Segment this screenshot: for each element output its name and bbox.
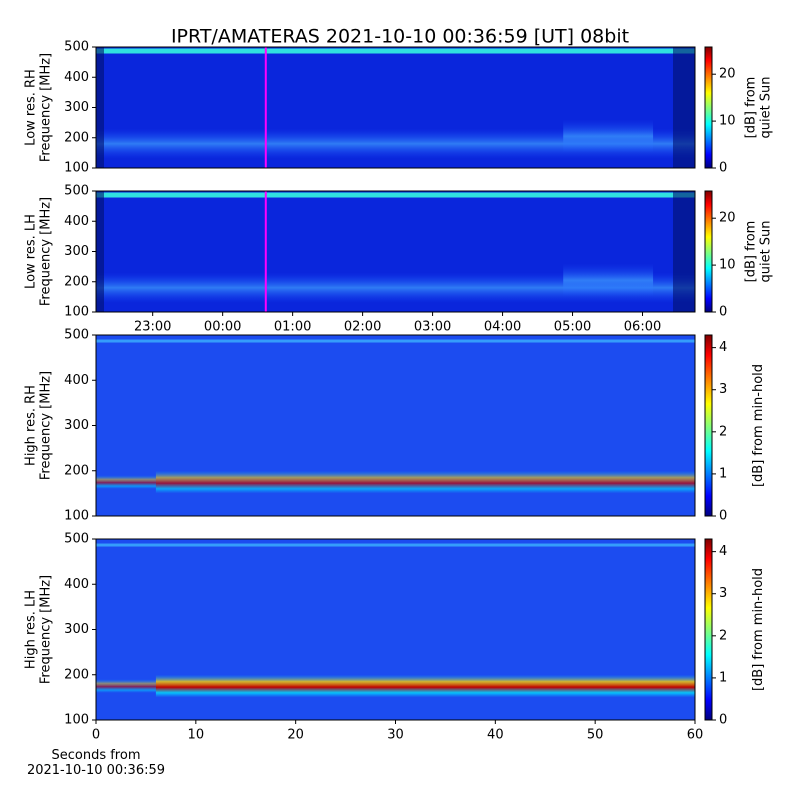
- spectrogram-burst: [563, 119, 654, 153]
- label-line: [dB] from min-hold: [751, 568, 766, 691]
- spectrogram-edge: [673, 47, 695, 168]
- colorbar-tick-label: 0: [719, 305, 727, 320]
- x-tick-label: 01:00: [274, 320, 311, 335]
- label-line: Low res. RH: [23, 69, 38, 146]
- label-line: quiet Sun: [758, 76, 773, 138]
- y-tick-label: 300: [64, 622, 89, 637]
- y-tick-label: 100: [64, 161, 89, 176]
- colorbar-tick-label: 1: [719, 466, 727, 481]
- spectrogram-band: [96, 679, 156, 693]
- y-tick-label: 500: [64, 40, 89, 55]
- axis-label: [dB] from min-hold: [751, 364, 766, 487]
- axis-label: [dB] fromquiet Sun: [743, 76, 773, 138]
- axis-label: [dB] fromquiet Sun: [743, 220, 773, 282]
- y-tick-label: 400: [64, 214, 89, 229]
- axis-label: Low res. LHFrequency [MHz]: [23, 197, 53, 306]
- x-tick-label: 23:00: [134, 320, 171, 335]
- x-tick-label: 60: [687, 728, 704, 743]
- colorbar-tick-label: 10: [719, 258, 736, 273]
- x-tick-label: 40: [487, 728, 504, 743]
- colorbar-tick-label: 4: [719, 544, 727, 559]
- label-line: Frequency [MHz]: [38, 371, 53, 480]
- label-line: Frequency [MHz]: [38, 53, 53, 162]
- y-tick-label: 500: [64, 184, 89, 199]
- colorbar: [704, 538, 713, 721]
- colorbar: [704, 46, 713, 169]
- y-tick-label: 100: [64, 713, 89, 728]
- colorbar: [704, 190, 713, 313]
- spectrogram-band: [96, 475, 156, 489]
- spectrogram-band: [96, 192, 695, 198]
- spectrogram-edge: [96, 191, 104, 312]
- colorbar-tick-label: 1: [719, 670, 727, 685]
- label-line: High res. LH: [23, 590, 38, 669]
- x-tick-label: 00:00: [204, 320, 241, 335]
- x-tick-label: 30: [387, 728, 404, 743]
- spectrogram-band: [96, 339, 695, 343]
- x-tick-label: 20: [287, 728, 304, 743]
- axis-label: Low res. RHFrequency [MHz]: [23, 53, 53, 162]
- y-tick-label: 300: [64, 244, 89, 259]
- label-line: 2021-10-10 00:36:59: [27, 763, 165, 778]
- spectrogram-band: [96, 543, 695, 547]
- x-tick-label: 06:00: [624, 320, 661, 335]
- y-tick-label: 500: [64, 328, 89, 343]
- figure-title: IPRT/AMATERAS 2021-10-10 00:36:59 [UT] 0…: [171, 26, 629, 48]
- colorbar-tick-label: 2: [719, 424, 727, 439]
- label-line: [dB] from: [743, 221, 758, 283]
- colorbar-tick-label: 10: [719, 114, 736, 129]
- label-line: Frequency [MHz]: [38, 575, 53, 684]
- y-tick-label: 200: [64, 463, 89, 478]
- y-tick-label: 100: [64, 509, 89, 524]
- colorbar-tick-label: 20: [719, 211, 736, 226]
- axis-label: High res. LHFrequency [MHz]: [23, 575, 53, 684]
- label-line: quiet Sun: [758, 220, 773, 282]
- label-line: Seconds from: [51, 748, 140, 763]
- y-tick-label: 200: [64, 274, 89, 289]
- axis-label: High res. RHFrequency [MHz]: [23, 371, 53, 480]
- colorbar-tick-label: 2: [719, 628, 727, 643]
- label-line: High res. RH: [23, 385, 38, 466]
- spectrogram-burst: [563, 263, 654, 297]
- spectrogram-band: [96, 48, 695, 54]
- x-tick-label: 10: [188, 728, 205, 743]
- y-tick-label: 200: [64, 130, 89, 145]
- y-tick-label: 100: [64, 305, 89, 320]
- colorbar-tick-label: 0: [719, 713, 727, 728]
- x-tick-label: 04:00: [484, 320, 521, 335]
- x-tick-label: 03:00: [414, 320, 451, 335]
- y-tick-label: 500: [64, 532, 89, 547]
- spectrogram-band: [155, 470, 695, 494]
- y-tick-label: 300: [64, 100, 89, 115]
- x-tick-label: 50: [587, 728, 604, 743]
- y-tick-label: 400: [64, 577, 89, 592]
- y-tick-label: 400: [64, 70, 89, 85]
- spectrogram-edge: [673, 191, 695, 312]
- x-tick-label: 02:00: [344, 320, 381, 335]
- colorbar-tick-label: 0: [719, 509, 727, 524]
- colorbar-tick-label: 3: [719, 382, 727, 397]
- label-line: Low res. LH: [23, 214, 38, 289]
- label-line: [dB] from: [743, 77, 758, 139]
- colorbar: [704, 334, 713, 517]
- y-tick-label: 200: [64, 667, 89, 682]
- spectrogram-band: [155, 674, 695, 698]
- axis-label: Seconds from 2021-10-10 00:36:59: [27, 748, 165, 778]
- x-tick-label: 05:00: [554, 320, 591, 335]
- colorbar-tick-label: 4: [719, 340, 727, 355]
- axis-label: [dB] from min-hold: [751, 568, 766, 691]
- label-line: [dB] from min-hold: [751, 364, 766, 487]
- colorbar-tick-label: 0: [719, 161, 727, 176]
- spectrogram-edge: [96, 47, 104, 168]
- label-line: Frequency [MHz]: [38, 197, 53, 306]
- colorbar-tick-label: 20: [719, 67, 736, 82]
- x-tick-label: 0: [92, 728, 100, 743]
- colorbar-tick-label: 3: [719, 586, 727, 601]
- y-tick-label: 400: [64, 373, 89, 388]
- y-tick-label: 300: [64, 418, 89, 433]
